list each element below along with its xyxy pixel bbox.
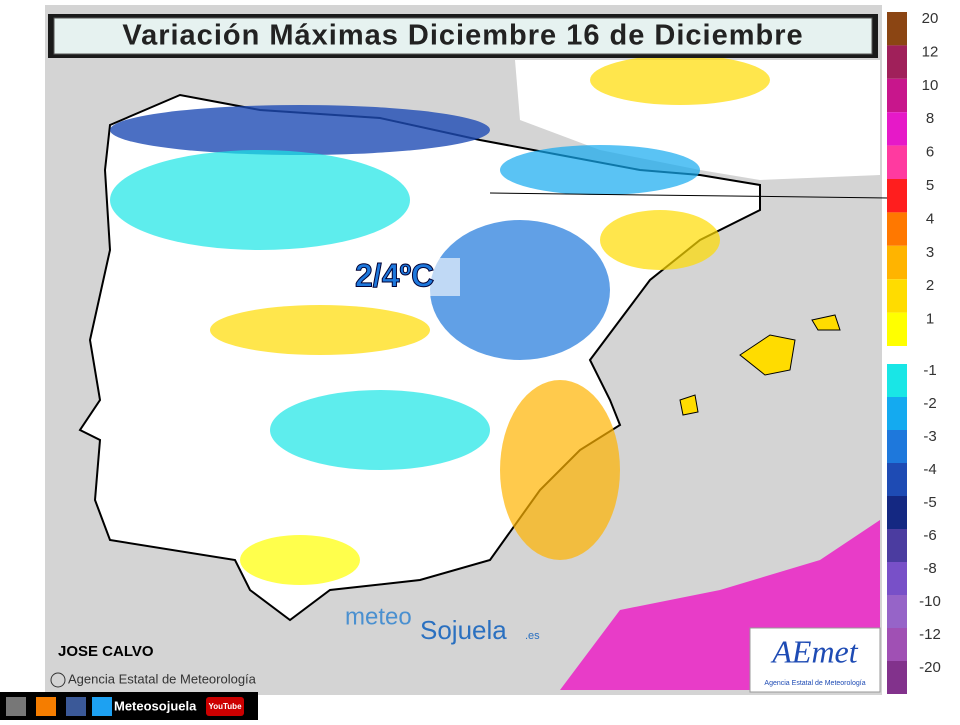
- legend-swatch: [887, 78, 907, 113]
- blob: [110, 105, 490, 155]
- legend-swatch: [887, 12, 907, 46]
- legend-swatch: [887, 463, 907, 496]
- youtube-label: YouTube: [208, 702, 242, 711]
- legend-label: 2: [926, 277, 934, 294]
- blob: [500, 380, 620, 560]
- island: [679, 394, 699, 416]
- legend: 20 12 10 8 6 5 4 3 2 1 -1 -2 -3 -4 -5 -6 -8 -10 -12 -20: [887, 10, 941, 694]
- author: JOSE CALVO: [58, 643, 154, 660]
- blob: [500, 145, 700, 195]
- legend-label: 8: [926, 110, 934, 127]
- legend-swatch: [887, 179, 907, 213]
- title-box: Variación Máximas Diciembre 16 de Diciem…: [48, 14, 878, 58]
- pointer-line: [489, 192, 889, 199]
- legend-label: 1: [926, 311, 934, 328]
- watermark-1: meteo: [345, 603, 412, 630]
- source: Agencia Estatal de Meteorología: [68, 671, 257, 686]
- legend-swatch: [887, 145, 907, 179]
- legend-swatch: [887, 562, 907, 595]
- legend-swatch: [887, 112, 907, 146]
- icon-facebook: [66, 697, 86, 716]
- legend-swatch: [887, 279, 907, 313]
- blob: [110, 150, 410, 250]
- island: [739, 334, 796, 376]
- legend-label: 4: [926, 210, 934, 227]
- map: 2/4ºC JOSE CALVO Agencia Estatal de Mete…: [45, 5, 889, 695]
- blob: [210, 305, 430, 355]
- legend-label: 20: [922, 10, 939, 27]
- blob: [430, 220, 610, 360]
- legend-label: -1: [923, 362, 936, 379]
- logo-box: [749, 627, 881, 693]
- legend-label: -6: [923, 527, 936, 544]
- legend-label: 12: [922, 43, 939, 60]
- social-name: Meteosojuela: [114, 698, 197, 713]
- icon-youtube: [206, 697, 244, 716]
- title: Variación Máximas Diciembre 16 de Diciem…: [122, 20, 803, 52]
- icon-twitter: [92, 697, 112, 716]
- legend-swatch: [887, 595, 907, 628]
- legend-label: 3: [926, 244, 934, 261]
- legend-swatch: [887, 45, 907, 79]
- legend-label: -3: [923, 428, 936, 445]
- blob: [270, 390, 490, 470]
- logo-subtitle: Agencia Estatal de Meteorología: [764, 680, 865, 687]
- legend-swatch: [887, 430, 907, 463]
- legend-label: 5: [926, 177, 934, 194]
- footer: Meteosojuela YouTube: [0, 692, 258, 720]
- legend-label: -20: [919, 659, 941, 676]
- island: [811, 314, 841, 331]
- watermark-2: Sojuela: [420, 615, 507, 645]
- legend-label: 6: [926, 144, 934, 161]
- blob: [600, 210, 720, 270]
- legend-swatch: [887, 397, 907, 430]
- legend-label: -4: [923, 461, 936, 478]
- legend-label: -10: [919, 593, 941, 610]
- icon-blogger: [36, 697, 56, 716]
- title-panel: [53, 17, 873, 55]
- logo: AEmet: [770, 633, 858, 669]
- watermark-3: .es: [525, 630, 540, 642]
- legend-swatch: [887, 496, 907, 529]
- annotation: 2/4ºC: [355, 257, 434, 293]
- legend-swatch: [887, 661, 907, 694]
- legend-label: 10: [922, 77, 939, 94]
- icon-instagram: [6, 697, 26, 716]
- legend-swatch: [887, 312, 907, 346]
- legend-label: -8: [923, 560, 936, 577]
- legend-swatch: [887, 212, 907, 246]
- legend-label: -2: [923, 395, 936, 412]
- legend-swatch: [887, 529, 907, 562]
- blob: [590, 55, 770, 105]
- blob: [240, 535, 360, 585]
- legend-label: -12: [919, 626, 941, 643]
- legend-swatch: [887, 364, 907, 397]
- legend-label: -5: [923, 494, 936, 511]
- legend-swatch: [887, 245, 907, 280]
- copyright-icon: [50, 672, 66, 688]
- annotation-box: [300, 258, 460, 296]
- legend-swatch: [887, 628, 907, 661]
